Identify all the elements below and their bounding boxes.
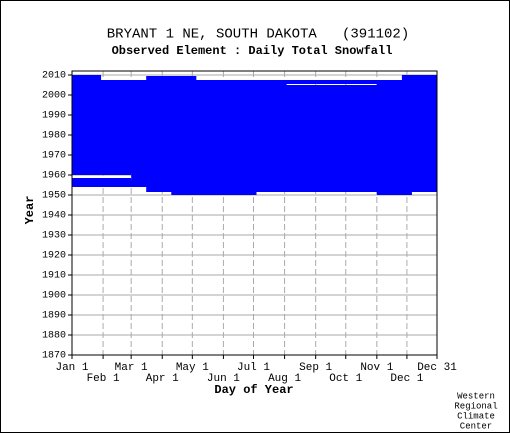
y-tick-label: 1880 bbox=[42, 331, 66, 342]
chart-title: BRYANT 1 NE, SOUTH DAKOTA (391102) bbox=[107, 27, 409, 43]
x-tick-label: Mar 1 bbox=[115, 362, 148, 374]
coverage-block bbox=[72, 173, 132, 175]
x-tick-label: Dec 31 bbox=[417, 362, 457, 374]
x-tick-label: Jul 1 bbox=[237, 362, 270, 374]
y-tick-label: 1890 bbox=[42, 311, 66, 322]
y-tick-label: 1990 bbox=[42, 111, 66, 122]
coverage-block bbox=[72, 75, 102, 80]
chart-subtitle: Observed Element : Daily Total Snowfall bbox=[112, 44, 393, 58]
coverage-block bbox=[146, 187, 437, 192]
y-tick-label: 1900 bbox=[42, 291, 66, 302]
y-tick-label: 1910 bbox=[42, 271, 66, 282]
y-tick-label: 1980 bbox=[42, 131, 66, 142]
y-tick-label: 2010 bbox=[42, 71, 66, 82]
y-tick-label: 2000 bbox=[42, 91, 66, 102]
y-tick-label: 1920 bbox=[42, 251, 66, 262]
credit: Western bbox=[457, 391, 495, 401]
coverage-block bbox=[72, 181, 437, 187]
y-tick-label: 1940 bbox=[42, 211, 66, 222]
x-tick-label: Jan 1 bbox=[55, 362, 88, 374]
x-axis-label: Day of Year bbox=[214, 383, 293, 397]
x-tick-label: Dec 1 bbox=[390, 373, 423, 385]
coverage-block bbox=[376, 84, 437, 85]
plot-border bbox=[71, 70, 438, 356]
credit: Center bbox=[460, 421, 492, 431]
coverage-block bbox=[401, 75, 437, 80]
credit: Regional bbox=[454, 401, 497, 411]
y-tick-label: 1870 bbox=[42, 351, 66, 362]
x-tick-label: Nov 1 bbox=[360, 362, 393, 374]
x-tick-label: Aug 1 bbox=[268, 373, 301, 385]
y-tick-label: 1970 bbox=[42, 151, 66, 162]
coverage-block bbox=[376, 192, 412, 195]
x-tick-label: Jun 1 bbox=[207, 373, 240, 385]
x-tick-label: Feb 1 bbox=[87, 373, 120, 385]
x-tick-label: Sep 1 bbox=[299, 362, 332, 374]
coverage-block bbox=[171, 192, 257, 195]
coverage-block bbox=[72, 178, 132, 181]
y-axis-label: Year bbox=[23, 196, 37, 225]
y-tick-label: 1950 bbox=[42, 191, 66, 202]
coverage-block bbox=[131, 173, 437, 181]
y-tick-label: 1960 bbox=[42, 171, 66, 182]
y-tick-label: 1930 bbox=[42, 231, 66, 242]
coverage-block bbox=[72, 80, 437, 84]
x-tick-label: Apr 1 bbox=[146, 373, 179, 385]
coverage-block bbox=[146, 76, 197, 80]
credit: Climate bbox=[457, 411, 495, 421]
x-tick-label: Oct 1 bbox=[329, 373, 362, 385]
coverage-block bbox=[72, 84, 287, 85]
coverage-block bbox=[72, 85, 437, 173]
x-tick-label: May 1 bbox=[176, 362, 209, 374]
